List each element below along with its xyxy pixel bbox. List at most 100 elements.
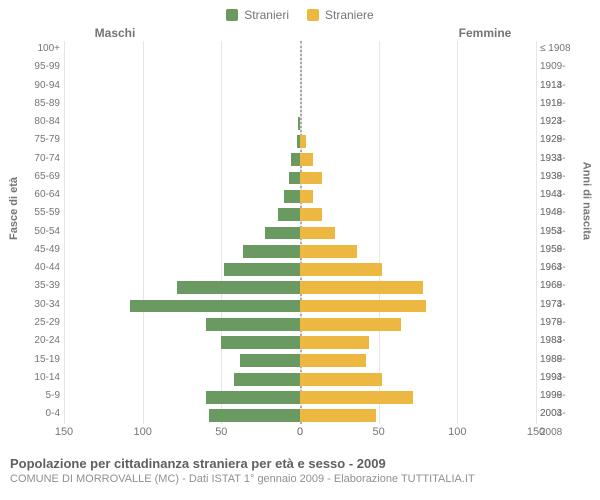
chart-row [64, 242, 536, 260]
x-tick: 100 [133, 426, 151, 438]
chart-row [64, 352, 536, 370]
female-half [300, 388, 536, 406]
female-half [300, 352, 536, 370]
chart-row [64, 169, 536, 187]
legend-item-female: Straniere [307, 8, 374, 22]
female-bar [300, 208, 322, 221]
legend-label-male: Stranieri [244, 8, 289, 22]
female-half [300, 279, 536, 297]
legend-item-male: Stranieri [226, 8, 289, 22]
y-tick-byear: 1994-1998 [536, 369, 590, 387]
y-tick-byear: 1989-1993 [536, 351, 590, 369]
y-tick-age: 25-29 [10, 314, 64, 332]
male-half [64, 388, 300, 406]
chart-row [64, 279, 536, 297]
y-tick-age: 35-39 [10, 277, 64, 295]
male-half [64, 279, 300, 297]
y-tick-age: 10-14 [10, 369, 64, 387]
male-bar [209, 409, 300, 422]
male-half [64, 224, 300, 242]
male-half [64, 78, 300, 96]
y-tick-age: 80-84 [10, 113, 64, 131]
y-tick-byear: 1969-1973 [536, 277, 590, 295]
female-bar [300, 135, 306, 148]
chart-rows [64, 41, 536, 424]
male-bar [291, 153, 300, 166]
header-male: Maschi [10, 26, 300, 40]
female-bar [300, 263, 382, 276]
y-tick-age: 70-74 [10, 150, 64, 168]
female-half [300, 78, 536, 96]
y-tick-age: 0-4 [10, 405, 64, 423]
chart-row [64, 224, 536, 242]
y-tick-byear: 1909-1913 [536, 58, 590, 76]
y-tick-byear: 1999-2003 [536, 387, 590, 405]
chart-row [64, 187, 536, 205]
y-tick-byear: 1964-1968 [536, 259, 590, 277]
header-female: Femmine [300, 26, 590, 40]
male-half [64, 370, 300, 388]
female-half [300, 407, 536, 425]
female-half [300, 187, 536, 205]
chart-row [64, 297, 536, 315]
male-bar [243, 245, 300, 258]
female-bar [300, 354, 366, 367]
female-bar [300, 336, 369, 349]
x-tick: 100 [448, 426, 466, 438]
male-bar [289, 172, 300, 185]
female-bar [300, 190, 313, 203]
x-tick: 50 [215, 426, 227, 438]
female-bar [300, 172, 322, 185]
legend: Stranieri Straniere [10, 8, 590, 22]
y-tick-age: 100+ [10, 40, 64, 58]
chart-row [64, 407, 536, 425]
female-bar [300, 318, 401, 331]
chart-row [64, 315, 536, 333]
y-tick-byear: 1914-1918 [536, 77, 590, 95]
y-tick-age: 5-9 [10, 387, 64, 405]
x-tick: 50 [373, 426, 385, 438]
male-bar [206, 318, 300, 331]
female-half [300, 114, 536, 132]
chart-row [64, 333, 536, 351]
female-half [300, 96, 536, 114]
female-bar [300, 245, 357, 258]
chart-row [64, 260, 536, 278]
legend-swatch-male [226, 9, 238, 21]
male-bar [224, 263, 300, 276]
plot-area [64, 40, 536, 424]
x-tick: 150 [55, 426, 73, 438]
y-tick-byear: 1929-1933 [536, 131, 590, 149]
female-bar [300, 153, 313, 166]
female-half [300, 169, 536, 187]
y-axis-label-left: Fasce di età [8, 177, 20, 240]
female-half [300, 260, 536, 278]
male-half [64, 297, 300, 315]
male-half [64, 407, 300, 425]
male-half [64, 206, 300, 224]
female-half [300, 206, 536, 224]
x-tick: 0 [297, 426, 303, 438]
male-half [64, 151, 300, 169]
male-bar [240, 354, 300, 367]
male-bar [206, 391, 300, 404]
female-half [300, 59, 536, 77]
female-bar [300, 373, 382, 386]
y-tick-byear: 1984-1988 [536, 332, 590, 350]
chart-row [64, 59, 536, 77]
male-half [64, 187, 300, 205]
male-half [64, 114, 300, 132]
male-half [64, 352, 300, 370]
female-bar [300, 391, 413, 404]
x-axis: 150100500050100150 [64, 424, 536, 452]
y-tick-age: 45-49 [10, 241, 64, 259]
male-bar [177, 281, 300, 294]
legend-swatch-female [307, 9, 319, 21]
female-half [300, 151, 536, 169]
y-tick-byear: 1959-1963 [536, 241, 590, 259]
chart-title: Popolazione per cittadinanza straniera p… [10, 456, 590, 471]
y-tick-age: 15-19 [10, 351, 64, 369]
y-tick-age: 40-44 [10, 259, 64, 277]
male-half [64, 242, 300, 260]
y-tick-byear: ≤ 1908 [536, 40, 590, 58]
